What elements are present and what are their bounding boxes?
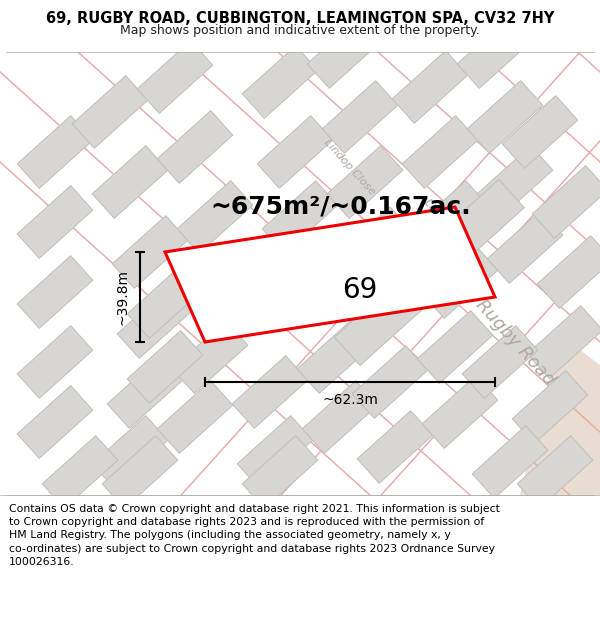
Polygon shape [17, 326, 93, 398]
Polygon shape [392, 51, 468, 123]
Polygon shape [422, 376, 498, 448]
Polygon shape [102, 436, 178, 508]
Text: ~675m²/~0.167ac.: ~675m²/~0.167ac. [210, 195, 470, 219]
Polygon shape [302, 381, 378, 453]
Polygon shape [307, 16, 383, 88]
Polygon shape [182, 251, 258, 323]
Polygon shape [417, 311, 493, 383]
Polygon shape [165, 207, 495, 342]
Polygon shape [527, 306, 600, 378]
Polygon shape [436, 179, 524, 264]
Text: 69: 69 [343, 276, 377, 304]
Polygon shape [242, 436, 318, 508]
Polygon shape [322, 81, 398, 153]
Text: ~39.8m: ~39.8m [115, 269, 129, 325]
Polygon shape [17, 256, 93, 328]
Text: Contains OS data © Crown copyright and database right 2021. This information is : Contains OS data © Crown copyright and d… [9, 504, 500, 567]
Polygon shape [92, 416, 168, 488]
Polygon shape [502, 96, 578, 168]
Polygon shape [537, 236, 600, 308]
Polygon shape [127, 266, 203, 338]
Polygon shape [297, 321, 373, 393]
Polygon shape [335, 279, 425, 366]
Text: ~62.3m: ~62.3m [322, 393, 378, 407]
Polygon shape [262, 181, 338, 253]
Polygon shape [127, 331, 203, 403]
Polygon shape [472, 426, 548, 498]
Polygon shape [323, 207, 417, 297]
Polygon shape [512, 371, 588, 443]
Polygon shape [517, 436, 593, 508]
Polygon shape [42, 436, 118, 508]
Polygon shape [352, 346, 428, 418]
Polygon shape [327, 146, 403, 218]
Polygon shape [357, 411, 433, 483]
Polygon shape [137, 41, 213, 113]
Polygon shape [422, 246, 498, 318]
Polygon shape [17, 386, 93, 458]
Polygon shape [172, 321, 248, 393]
Polygon shape [157, 111, 233, 183]
Text: Map shows position and indicative extent of the property.: Map shows position and indicative extent… [120, 24, 480, 38]
Polygon shape [157, 381, 233, 453]
Polygon shape [532, 166, 600, 238]
Polygon shape [17, 186, 93, 258]
Polygon shape [17, 116, 93, 188]
Polygon shape [487, 211, 563, 283]
Polygon shape [107, 356, 183, 428]
Polygon shape [242, 46, 318, 118]
Polygon shape [457, 16, 533, 88]
Text: Lindop Close: Lindop Close [422, 198, 478, 257]
Polygon shape [72, 76, 148, 148]
Polygon shape [112, 216, 188, 288]
Polygon shape [177, 181, 253, 253]
Polygon shape [412, 181, 488, 253]
Polygon shape [520, 335, 600, 495]
Polygon shape [257, 116, 333, 188]
Polygon shape [462, 326, 538, 398]
Polygon shape [92, 146, 168, 218]
Text: Lindop Close: Lindop Close [322, 138, 377, 197]
Text: Rugby Road: Rugby Road [472, 296, 558, 389]
Polygon shape [477, 146, 553, 218]
Text: 69, RUGBY ROAD, CUBBINGTON, LEAMINGTON SPA, CV32 7HY: 69, RUGBY ROAD, CUBBINGTON, LEAMINGTON S… [46, 11, 554, 26]
Polygon shape [402, 116, 478, 188]
Polygon shape [467, 81, 543, 153]
Polygon shape [237, 416, 313, 488]
Polygon shape [232, 356, 308, 428]
Polygon shape [117, 286, 193, 358]
